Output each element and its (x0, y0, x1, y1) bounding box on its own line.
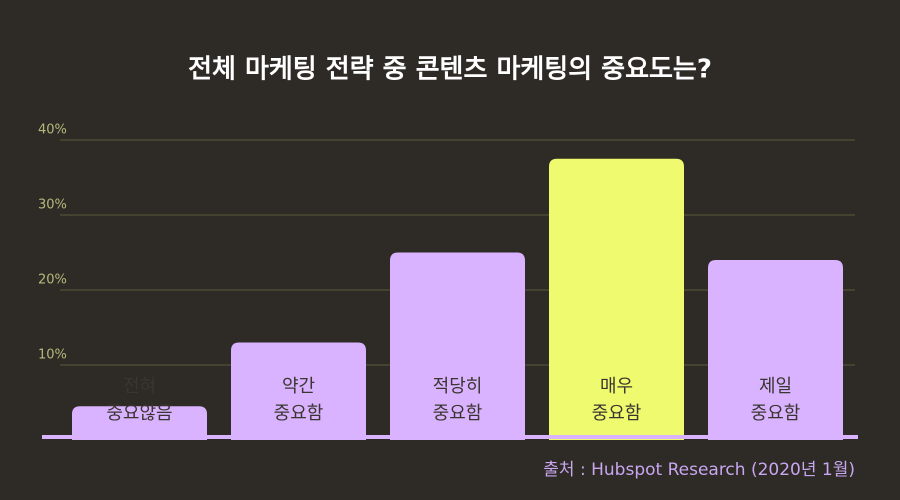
bar (708, 260, 843, 440)
y-tick-label: 10% (38, 348, 67, 363)
y-tick-label: 20% (38, 273, 67, 288)
category-label: 중요함 (274, 403, 324, 424)
bar (390, 252, 525, 440)
category-label: 중요않음 (106, 403, 172, 424)
category-label: 제일 (759, 376, 792, 397)
category-label: 중요함 (751, 403, 801, 424)
category-label: 적당히 (433, 376, 483, 397)
bar (231, 342, 366, 440)
y-tick-label: 40% (38, 123, 67, 138)
source: 출처 : Hubspot Research (2020년 1월) (543, 460, 855, 480)
bar (72, 406, 207, 440)
bar (549, 158, 684, 440)
category-label: 전혀 (123, 376, 156, 397)
chart-title: 전체 마케팅 전략 중 콘텐츠 마케팅의 중요도는? (188, 55, 712, 85)
category-label: 약간 (282, 376, 315, 397)
category-label: 중요함 (592, 403, 642, 424)
category-label: 중요함 (433, 403, 483, 424)
category-label: 매우 (600, 376, 633, 397)
y-tick-label: 30% (38, 198, 67, 213)
